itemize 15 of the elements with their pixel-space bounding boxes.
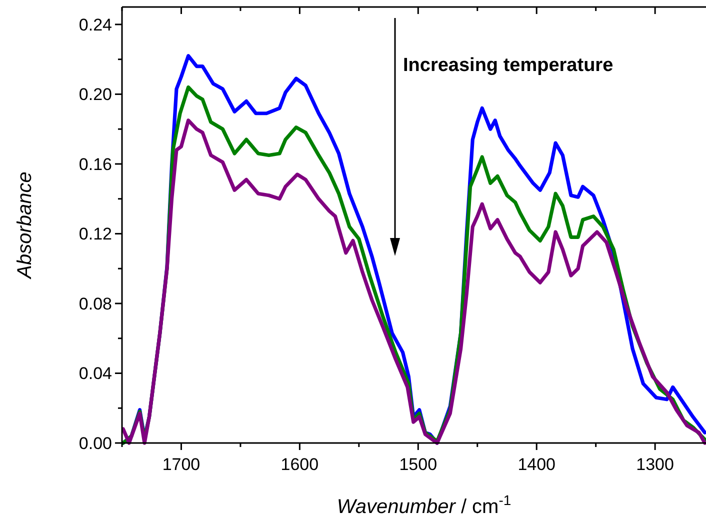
y-tick-label: 0.00 (78, 434, 112, 453)
y-tick-label: 0.24 (78, 15, 112, 34)
y-axis-title: Absorbance (14, 172, 36, 280)
y-tick-label: 0.08 (78, 294, 112, 314)
y-tick-label: 0.04 (78, 364, 112, 384)
y-tick-label: 0.12 (78, 224, 112, 244)
y-tick-label: 0.16 (78, 154, 112, 174)
x-tick-label: 1700 (162, 455, 200, 474)
x-axis-title: Wavenumber / cm$^{-1}$ (336, 492, 512, 518)
x-tick-label: 1600 (280, 455, 319, 474)
x-tick-label: 1400 (518, 455, 556, 474)
y-tick-label: 0.20 (78, 85, 112, 104)
x-tick-label: 1500 (399, 455, 438, 474)
annotation: Increasing temperature (403, 55, 614, 76)
x-tick-label: 1300 (636, 455, 674, 474)
